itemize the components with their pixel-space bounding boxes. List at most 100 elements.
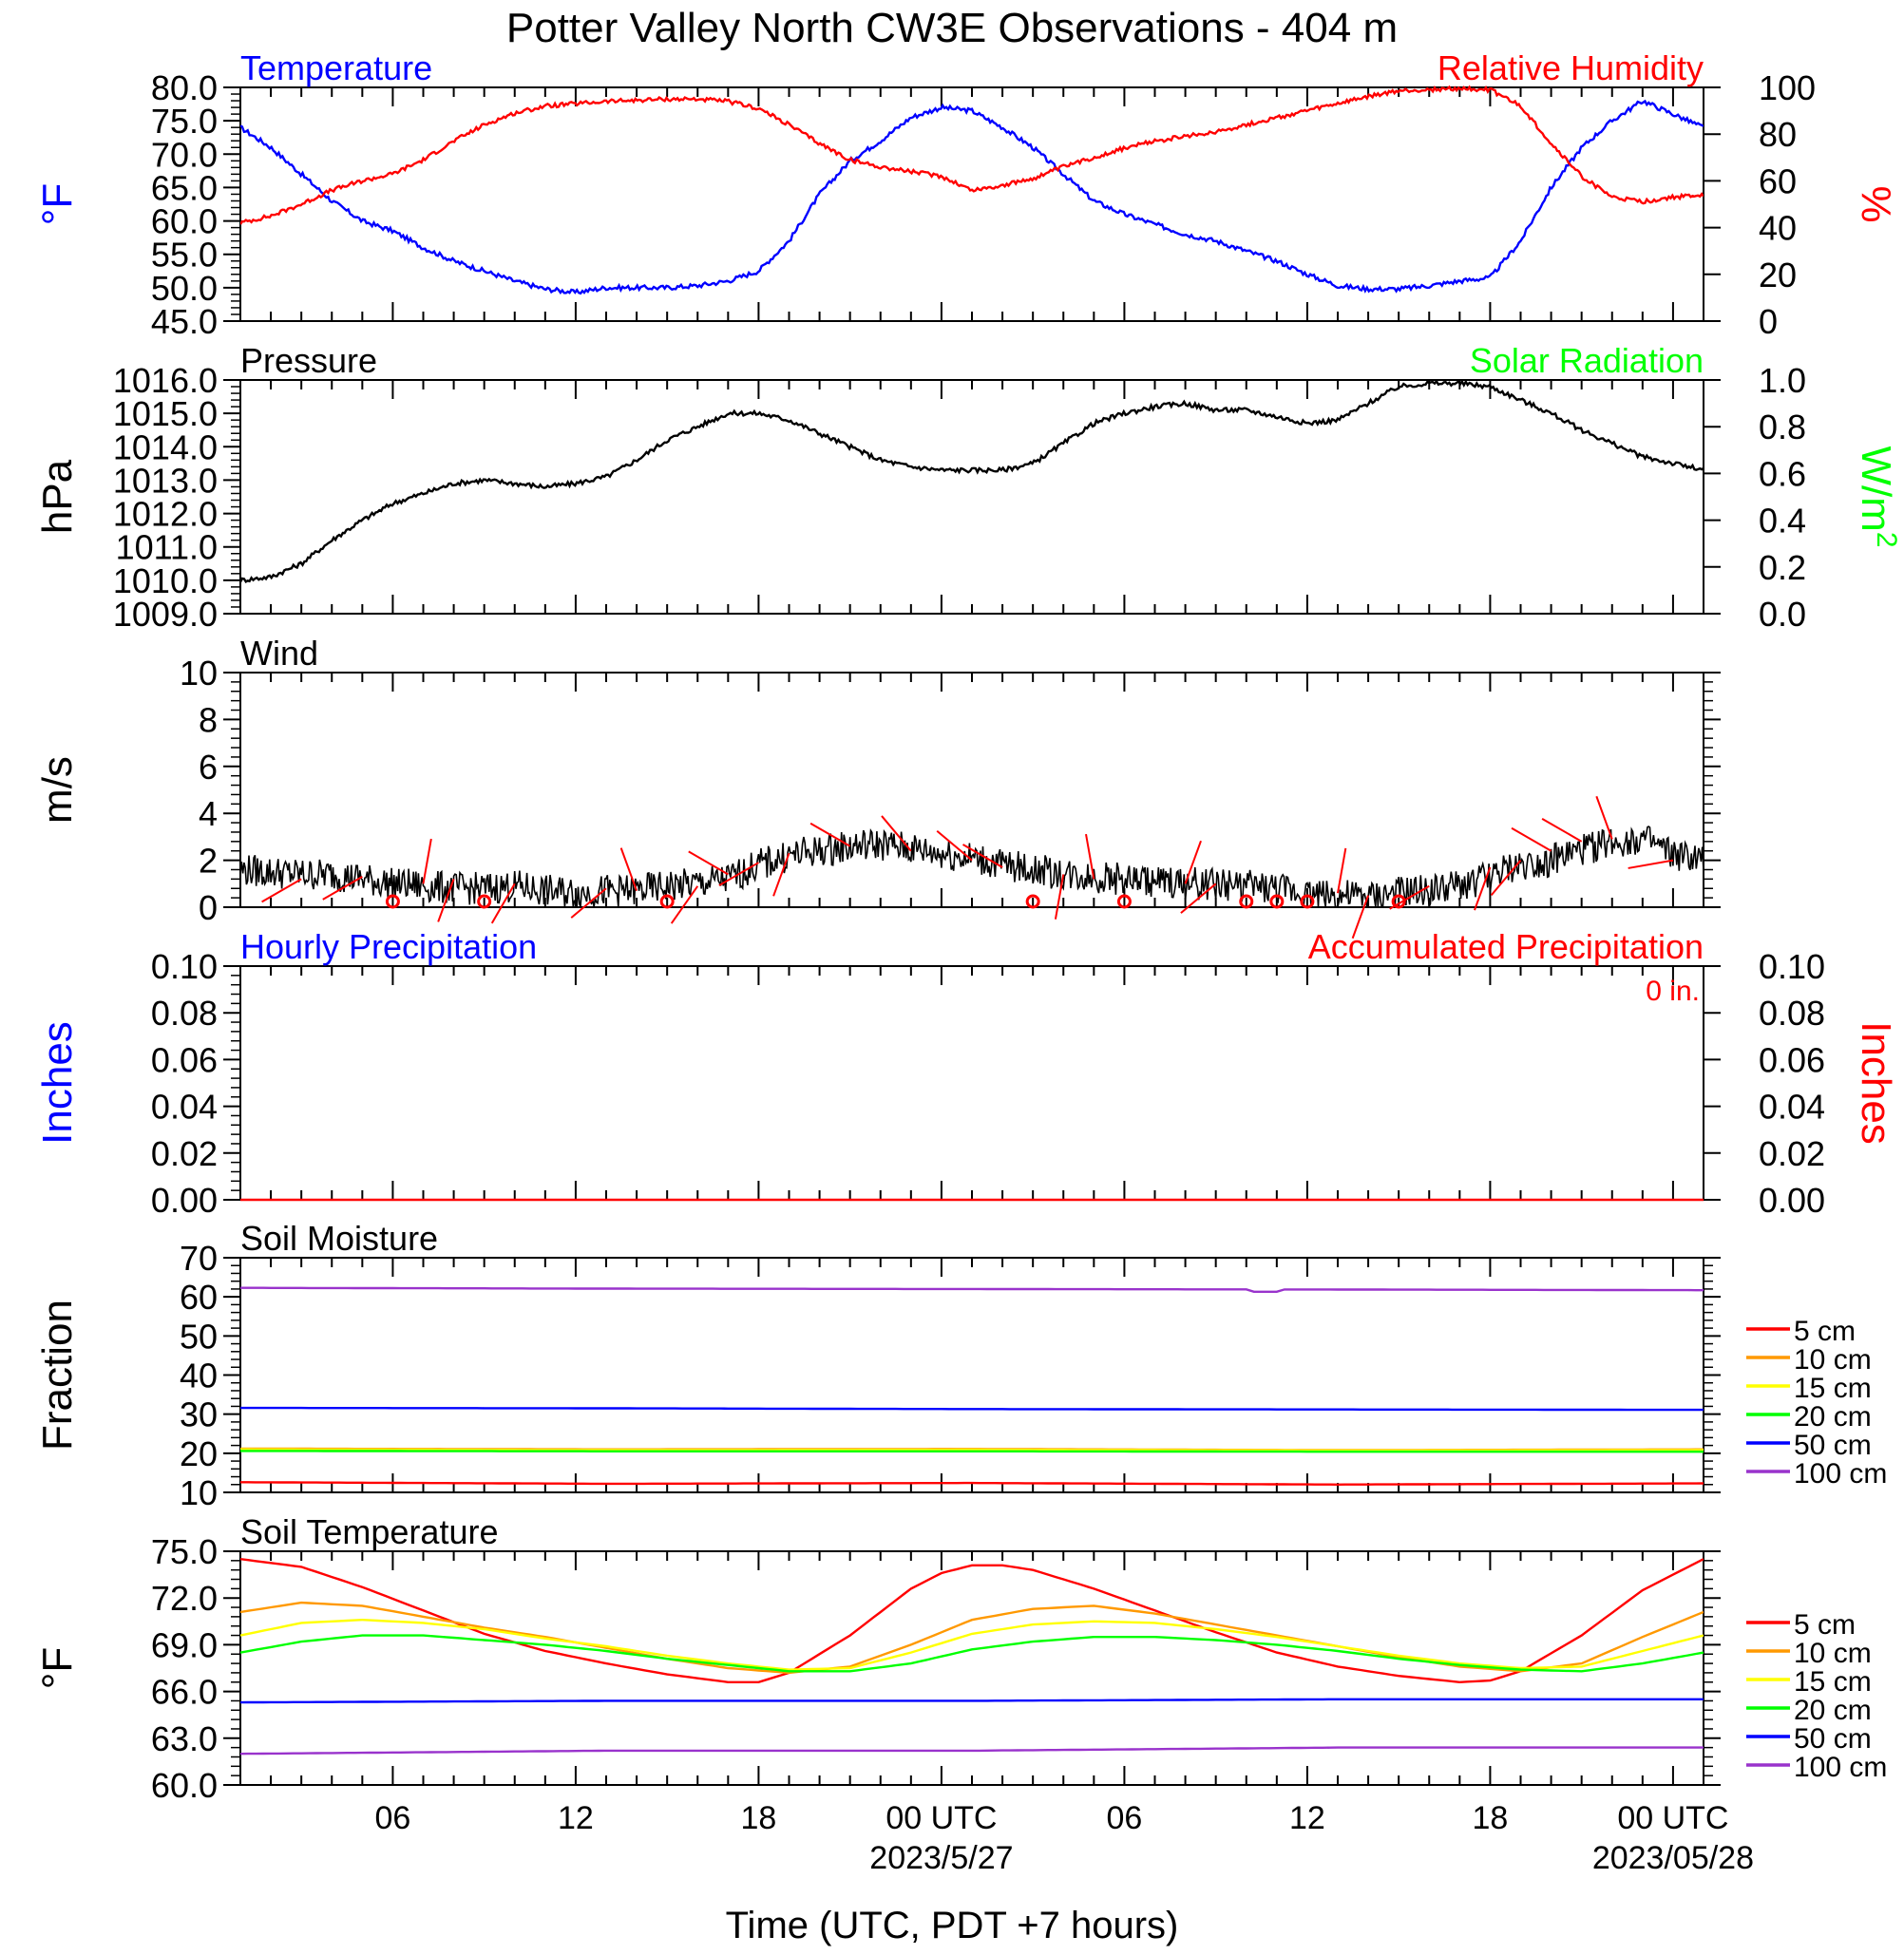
y-tick-label-right: 1.0 [1759, 361, 1806, 400]
y-tick-label: 1016.0 [113, 361, 218, 400]
series-line-soil-moisture-15cm [240, 1448, 1704, 1452]
y-tick-label: 4 [199, 794, 218, 833]
y-axis-label-right-sup: 2 [1871, 532, 1902, 548]
panel-title-right: Accumulated Precipitation [1308, 927, 1704, 966]
y-tick-label: 2 [199, 842, 218, 881]
y-tick-label: 0.10 [151, 947, 218, 986]
panel-series [240, 1558, 1704, 1756]
wind-barb [437, 879, 455, 922]
y-axis-label-right: % [1853, 185, 1899, 222]
legend-label: 20 cm [1794, 1401, 1872, 1433]
x-tick-label: 06 [375, 1800, 411, 1836]
wind-barb [962, 844, 1003, 868]
panel-title-left: Soil Moisture [240, 1219, 438, 1258]
series-line-soil-temperature-5cm [240, 1558, 1704, 1684]
y-tick-label: 50.0 [151, 269, 218, 308]
wind-barb [619, 847, 638, 892]
wind-barb [1490, 859, 1522, 897]
legend-label: 10 cm [1794, 1344, 1872, 1376]
panels: 45.050.055.060.065.070.075.080.002040608… [34, 48, 1902, 1805]
wind-barb [1180, 883, 1217, 914]
series-line-temperature-humidity-1 [240, 85, 1704, 225]
y-tick-label-right: 0.2 [1759, 548, 1806, 587]
y-tick-label-right: 100 [1759, 68, 1816, 107]
y-tick-label: 1011.0 [116, 528, 218, 567]
y-tick-label: 40 [180, 1357, 218, 1395]
y-tick-label: 70 [180, 1239, 218, 1278]
series-line-temperature-humidity-0 [240, 99, 1704, 295]
x-tick-label: 18 [1473, 1800, 1509, 1836]
panel-frame [239, 379, 1704, 615]
y-tick-label: 1012.0 [113, 495, 218, 534]
y-tick-label: 20 [180, 1434, 218, 1473]
y-tick-label: 63.0 [151, 1719, 218, 1758]
panel-temperature-humidity: 45.050.055.060.065.070.075.080.0 0 20 40 60 8… [34, 48, 1899, 341]
series-line-soil-temperature-10cm [240, 1601, 1704, 1675]
y-axis-label-right: W/m2 [1853, 446, 1902, 547]
wind-barb [718, 862, 759, 886]
y-tick-label: 60 [180, 1278, 218, 1317]
panel-title-left: Pressure [240, 341, 377, 380]
y-tick-label: 30 [180, 1395, 218, 1434]
y-tick-label: 10 [180, 654, 218, 693]
panel-pressure: 1009.01010.01011.01012.01013.01014.01015… [34, 341, 1902, 634]
series-line-soil-moisture-5cm [240, 1481, 1704, 1487]
legend-label: 5 cm [1794, 1609, 1856, 1641]
legend-label: 50 cm [1794, 1723, 1872, 1755]
wind-barb [570, 887, 607, 919]
calm-wind-marker [1025, 894, 1040, 909]
calm-wind-marker [1116, 894, 1132, 909]
x-axis-label: Time (UTC, PDT +7 hours) [726, 1905, 1179, 1946]
y-tick-label: 75.0 [151, 1532, 218, 1571]
series-line-soil-temperature-20cm [240, 1634, 1704, 1673]
y-tick-label: 80.0 [151, 68, 218, 107]
y-tick-label: 1014.0 [113, 427, 218, 466]
calm-wind-marker [659, 894, 675, 909]
y-tick-label: 45.0 [151, 302, 218, 341]
series-line-soil-moisture-100cm [240, 1286, 1704, 1294]
accumulated-precip-value: 0 in. [1646, 976, 1700, 1007]
series-line-soil-temperature-100cm [240, 1746, 1704, 1756]
y-tick-label: 0.04 [151, 1088, 218, 1127]
panel-title-right: Solar Radiation [1470, 341, 1704, 380]
calm-wind-marker [1300, 894, 1315, 909]
legend-label: 5 cm [1794, 1316, 1856, 1347]
y-tick-label: 72.0 [151, 1579, 218, 1618]
y-tick-label-right: 0.4 [1759, 502, 1806, 541]
y-axis-label-left: Fraction [34, 1300, 81, 1451]
series-line-pressure-0 [240, 379, 1704, 584]
wind-barb [809, 822, 851, 847]
y-tick-label: 0.08 [151, 994, 218, 1033]
legend-label: 100 cm [1794, 1752, 1887, 1783]
panel-series [240, 826, 1704, 908]
y-tick-label-right: 0.06 [1759, 1040, 1825, 1079]
legend-label: 50 cm [1794, 1430, 1872, 1461]
panel-wind: 0 2 4 6 8 10 Wind m/s [34, 634, 1721, 940]
x-tick-label: 00 UTC [1617, 1800, 1728, 1836]
y-tick-label-right: 0.00 [1759, 1181, 1825, 1220]
calm-wind-marker [477, 894, 492, 909]
x-tick-label: 12 [1289, 1800, 1325, 1836]
wind-barb [1184, 840, 1202, 884]
y-tick-label-right: 0.6 [1759, 454, 1806, 493]
y-tick-label: 0.02 [151, 1134, 218, 1173]
calm-wind-marker [1391, 894, 1406, 909]
y-tick-label: 10 [180, 1473, 218, 1512]
wind-barb [490, 883, 516, 924]
wind-barb [1595, 795, 1613, 840]
calm-wind-marker [385, 894, 400, 909]
y-tick-label: 8 [199, 700, 218, 739]
y-tick-label: 1013.0 [113, 461, 218, 500]
wind-barb [1511, 826, 1552, 852]
y-tick-label: 75.0 [151, 102, 218, 141]
y-tick-label-right: 0.08 [1759, 994, 1825, 1033]
panel-title-right: Relative Humidity [1438, 48, 1704, 87]
x-tick-label: 00 UTC [885, 1800, 997, 1836]
wind-barb [422, 838, 432, 884]
wind-barb [1474, 866, 1492, 911]
panel-title-left: Temperature [240, 48, 432, 87]
panel-precipitation: 0.00 0.02 0.04 0.06 0.08 0.10 0.00 0.02 0.04 0.06… [34, 927, 1899, 1220]
